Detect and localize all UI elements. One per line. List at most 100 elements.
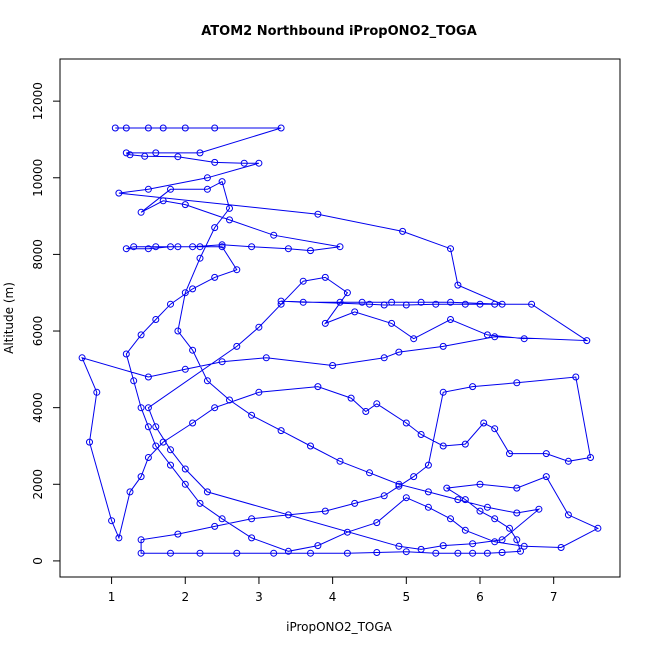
data-point <box>196 549 204 557</box>
data-point <box>115 189 123 197</box>
data-point <box>535 505 543 513</box>
data-point <box>469 549 477 557</box>
data-point <box>402 419 410 427</box>
data-point <box>528 300 536 308</box>
data-point <box>211 124 219 132</box>
data-point <box>181 201 189 209</box>
data-point <box>159 438 167 446</box>
data-point <box>594 524 602 532</box>
data-point <box>395 480 403 488</box>
data-point <box>159 124 167 132</box>
data-point <box>314 383 322 391</box>
chart-title: ATOM2 Northbound iPropONO2_TOGA <box>201 24 477 39</box>
data-point <box>373 519 381 527</box>
x-axis: 1 2 3 4 5 6 7 <box>108 576 558 604</box>
y-tick-label: 8000 <box>31 239 45 270</box>
data-point <box>461 300 469 308</box>
data-point <box>255 388 263 396</box>
data-point <box>542 450 550 458</box>
data-point <box>402 548 410 556</box>
data-point <box>307 549 314 557</box>
y-tick-label: 6000 <box>31 316 45 347</box>
y-tick-label: 0 <box>31 557 45 565</box>
y-tick-label: 4000 <box>31 392 45 423</box>
data-point <box>196 243 204 251</box>
data-point <box>491 300 499 308</box>
data-point <box>137 536 145 544</box>
x-axis-label: iPropONO2_TOGA <box>286 620 393 634</box>
data-point <box>491 333 499 341</box>
data-point <box>336 243 344 251</box>
data-point <box>373 549 381 556</box>
data-point <box>255 159 263 167</box>
data-point <box>498 549 506 556</box>
data-point <box>583 337 591 345</box>
data-point <box>122 350 130 358</box>
data-point <box>203 488 211 496</box>
data-point <box>395 542 403 550</box>
data-point <box>513 536 521 544</box>
y-tick-label: 10000 <box>31 159 45 197</box>
data-point <box>491 515 499 523</box>
data-point <box>432 300 440 308</box>
data-point <box>402 301 410 309</box>
data-point <box>417 545 425 553</box>
y-axis: 0 2000 4000 6000 8000 10000 12000 <box>31 82 61 565</box>
data-point <box>226 396 233 404</box>
data-point <box>189 285 197 293</box>
data-point <box>476 480 484 488</box>
data-point <box>362 408 370 415</box>
data-point <box>181 365 189 373</box>
data-point <box>424 503 432 511</box>
data-point <box>126 488 134 496</box>
data-point <box>299 298 307 306</box>
data-point <box>513 484 521 492</box>
data-point <box>233 342 241 350</box>
data-point <box>380 301 388 309</box>
data-point <box>167 300 174 308</box>
data-point <box>432 549 440 557</box>
data-point <box>564 457 572 465</box>
data-point <box>86 438 93 446</box>
data-point <box>491 425 499 433</box>
data-point <box>211 404 219 412</box>
data-point <box>587 454 594 461</box>
data-point <box>520 335 528 343</box>
data-point <box>447 298 454 306</box>
data-point <box>299 277 307 285</box>
data-point <box>226 204 233 212</box>
data-point <box>483 549 491 557</box>
data-point <box>572 373 580 381</box>
data-point <box>93 388 101 396</box>
data-point <box>144 124 152 132</box>
data-point <box>447 245 454 253</box>
data-point <box>517 547 524 555</box>
data-point <box>196 254 204 262</box>
data-point <box>181 480 189 488</box>
data-point <box>203 377 211 385</box>
data-point <box>167 446 174 454</box>
data-point <box>203 185 211 193</box>
x-tick-label: 6 <box>476 590 484 604</box>
data-point <box>144 423 152 431</box>
x-tick-label: 7 <box>550 590 558 604</box>
data-point <box>196 149 204 157</box>
y-tick-label: 12000 <box>31 82 45 120</box>
data-point <box>321 273 329 281</box>
data-point <box>211 273 219 281</box>
data-point <box>174 153 182 161</box>
data-point <box>491 538 499 546</box>
data-point <box>388 298 396 306</box>
data-point <box>476 300 484 308</box>
data-point <box>174 530 182 538</box>
data-point <box>189 419 197 427</box>
data-point <box>211 224 219 232</box>
data-point <box>476 507 484 515</box>
data-point <box>78 354 86 362</box>
data-point <box>343 289 351 297</box>
data-point <box>167 461 174 469</box>
data-point <box>307 247 314 255</box>
x-tick-label: 4 <box>329 590 337 604</box>
data-point <box>347 394 355 402</box>
data-point <box>196 499 204 507</box>
